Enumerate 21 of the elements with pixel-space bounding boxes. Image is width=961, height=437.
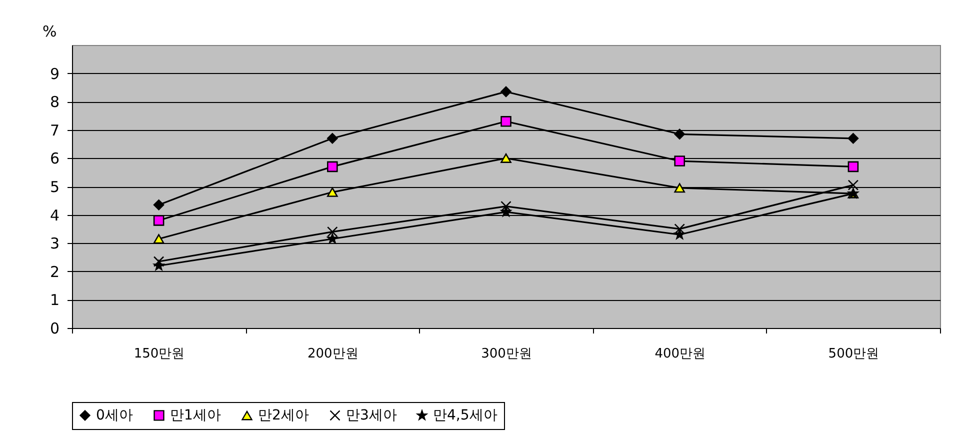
y-tick-label: 3 [50, 234, 60, 253]
y-tick-label: 7 [50, 121, 60, 140]
y-tick-label: 2 [50, 262, 60, 281]
y-tick-label: 4 [50, 206, 60, 224]
y-tick-label: 0 [50, 320, 60, 338]
legend-label: 만2세아 [258, 408, 309, 424]
y-tick-label: 5 [50, 178, 60, 196]
legend-label: 만4,5세아 [433, 408, 498, 424]
x-tick-label: 400만원 [654, 346, 706, 362]
legend-label: 만1세아 [170, 407, 221, 424]
x-tick-label: 150만원 [134, 346, 185, 362]
legend-label: 0세아 [96, 407, 133, 424]
x-tick-label: 500만원 [828, 346, 880, 362]
y-tick-label: 9 [50, 64, 60, 83]
y-tick-label: 8 [50, 93, 60, 112]
x-tick-label: 200만원 [307, 346, 358, 362]
y-tick-label: 6 [50, 150, 60, 168]
y-tick-label: 1 [50, 291, 60, 310]
x-tick-label: 300만원 [481, 346, 532, 362]
legend-label: 만3세아 [346, 407, 397, 424]
y-axis-title: % [42, 22, 57, 40]
